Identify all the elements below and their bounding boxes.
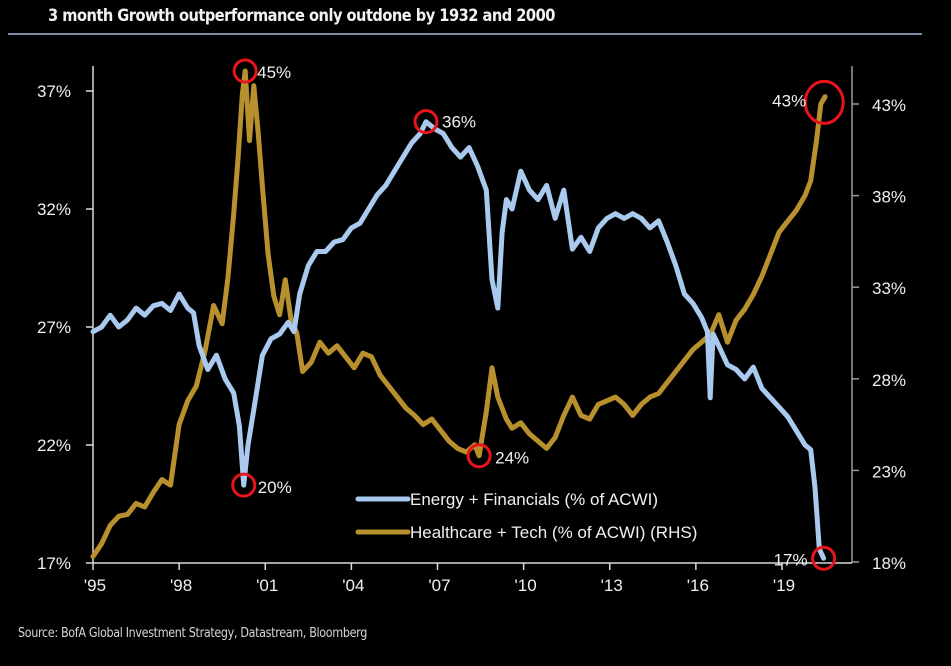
highlight-circle <box>803 79 845 125</box>
left-axis-tick-label: 27% <box>37 318 71 337</box>
right-axis-tick-label: 33% <box>872 279 906 298</box>
highlight-circle <box>413 109 439 135</box>
annotation-label: 36% <box>442 113 476 132</box>
x-axis-tick-label: '07 <box>428 576 450 595</box>
left-axis-tick-label: 32% <box>37 200 71 219</box>
x-axis-tick-label: '04 <box>342 576 364 595</box>
series-line-healthcare-tech <box>90 68 828 559</box>
left-axis-tick-label: 17% <box>37 554 71 573</box>
right-axis-tick-label: 23% <box>872 462 906 481</box>
annotation-label: 17% <box>774 550 808 569</box>
left-axis-tick-label: 37% <box>37 82 71 101</box>
annotation-label: 43% <box>772 91 806 110</box>
highlight-circle <box>811 545 837 571</box>
left-axis-tick-label: 22% <box>37 436 71 455</box>
x-axis-tick-label: '19 <box>773 576 795 595</box>
right-axis-tick-label: 18% <box>872 554 906 573</box>
legend-label-energy-financials: Energy + Financials (% of ACWI) <box>410 490 658 509</box>
x-axis-tick-label: '13 <box>601 576 623 595</box>
x-axis-tick-label: '98 <box>170 576 192 595</box>
axes: 37% 32% 27% 22% 17% 43% 38% 33% 28% 23% 18% '95 '98 '… <box>37 66 906 595</box>
right-axis-tick-label: 28% <box>872 371 906 390</box>
annotations: 45% 20% 36% 24% 43% 17% <box>231 58 845 571</box>
right-axis-tick-label: 43% <box>872 96 906 115</box>
x-axis-tick-label: '01 <box>256 576 278 595</box>
annotation-label: 45% <box>257 63 291 82</box>
annotation-label: 20% <box>258 478 292 497</box>
series-lines <box>90 68 828 561</box>
x-axis-tick-label: '95 <box>84 576 106 595</box>
x-axis-tick-label: '10 <box>515 576 537 595</box>
chart-title: 3 month Growth outperformance only outdo… <box>48 6 555 26</box>
right-axis-tick-label: 38% <box>872 188 906 207</box>
legend-label-healthcare-tech: Healthcare + Tech (% of ACWI) (RHS) <box>410 523 697 542</box>
highlight-circle <box>232 58 258 84</box>
highlight-circle <box>231 472 257 498</box>
annotation-label: 24% <box>495 449 529 468</box>
source-note: Source: BofA Global Investment Strategy,… <box>18 626 367 641</box>
legend: Energy + Financials (% of ACWI) Healthca… <box>355 490 697 542</box>
title-divider <box>8 33 922 35</box>
highlight-circle <box>466 443 492 469</box>
x-axis-tick-label: '16 <box>687 576 709 595</box>
series-line-energy-financials <box>90 119 827 561</box>
chart-canvas: 37% 32% 27% 22% 17% 43% 38% 33% 28% 23% 18% '95 '98 '… <box>37 58 906 595</box>
